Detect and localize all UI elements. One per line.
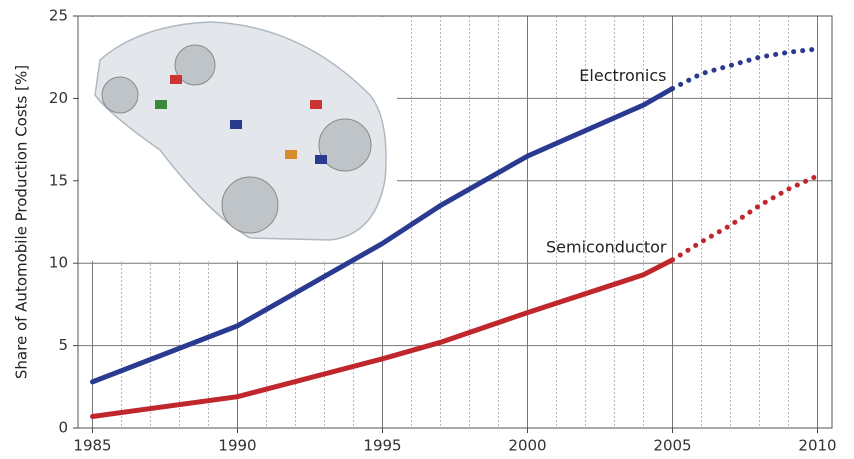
y-tick-label: 25 [49,7,68,25]
x-tick-label: 1990 [218,437,256,455]
x-tick-label: 2005 [653,437,691,455]
y-tick-label: 5 [58,336,68,354]
car-component [155,100,167,109]
forecast-line [673,176,818,260]
chart: Share of Automobile Production Costs [%]… [0,0,854,459]
car-component [285,150,297,159]
x-tick-label: 2010 [798,437,836,455]
car-wheel [222,177,278,233]
series-label: Semiconductor [546,237,667,256]
x-tick-label: 1995 [363,437,401,455]
y-tick-label: 15 [49,171,68,189]
y-axis-label: Share of Automobile Production Costs [%] [13,65,31,379]
y-tick-label: 20 [49,89,68,107]
car-wheel [102,77,138,113]
car-component [315,155,327,164]
series-label: Electronics [579,66,666,85]
y-tick-label: 10 [49,254,68,272]
car-component [230,120,242,129]
x-tick-label: 1985 [73,437,111,455]
forecast-line [673,49,818,89]
x-tick-label: 2000 [508,437,546,455]
car-component [310,100,322,109]
car-component [170,75,182,84]
y-tick-label: 0 [58,419,68,437]
car-illustration [79,17,397,261]
